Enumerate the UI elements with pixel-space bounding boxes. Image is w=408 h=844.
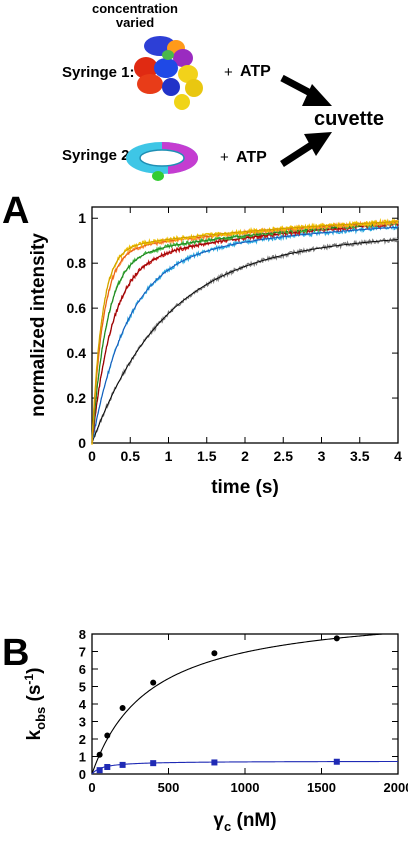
chart-a-y-tick-label: 0.2 (67, 390, 87, 406)
chart-a-fit-3 (91, 223, 399, 444)
chart-b-x-tick-label: 1000 (231, 780, 260, 795)
chart-b-kobs: 0500100015002000012345678γc (nM)kobs (s-… (22, 628, 408, 834)
chart-b-point-1 (333, 635, 340, 642)
chart-a-x-tick-label: 1.5 (197, 448, 217, 464)
chart-b-frame (91, 633, 399, 775)
syringe-1-label: Syringe 1: (62, 64, 135, 81)
plus-sign-1: + (224, 64, 233, 81)
concentration-varied-label: concentration varied (80, 2, 190, 30)
chart-a-trace-4 (91, 219, 399, 444)
chart-a-fit-5 (91, 221, 399, 444)
chart-b-fit-line-1 (91, 633, 398, 775)
concentration-label-line2: varied (115, 15, 155, 30)
chart-a-y-tick-label: 0.8 (67, 255, 87, 271)
chart-b-point-1 (211, 650, 218, 657)
chart-b-y-tick-label: 8 (79, 628, 86, 642)
chart-b-y-tick-label: 5 (79, 680, 86, 695)
chart-a-x-tick-label: 0 (88, 448, 96, 464)
chart-a-x-tick-label: 0.5 (121, 448, 141, 464)
chart-a-x-tick-label: 1 (165, 448, 173, 464)
chart-a-x-tick-label: 2.5 (274, 448, 294, 464)
chart-a-y-tick-label: 0.6 (67, 300, 87, 316)
chart-a-x-axis-label: time (s) (211, 477, 279, 498)
clamp-ring-illustration (126, 142, 199, 181)
panel-a-letter: A (2, 190, 30, 232)
chart-b-y-tick-label: 2 (79, 732, 86, 747)
chart-b-y-tick-label: 4 (79, 697, 87, 712)
arrow-head-1 (302, 84, 332, 106)
chart-b-fit-line-2 (91, 760, 398, 775)
atp-label-1: ATP (240, 63, 271, 80)
chart-b-x-tick-label: 500 (158, 780, 180, 795)
chart-b-point-2 (96, 767, 103, 774)
chart-a-x-tick-label: 3 (318, 448, 326, 464)
chart-b-point-1 (96, 751, 103, 758)
chart-b-point-2 (150, 760, 157, 767)
chart-b-point-2 (333, 758, 340, 765)
chart-b-y-tick-label: 3 (79, 715, 86, 730)
chart-b-x-axis-label: γc (nM) (213, 810, 276, 834)
panel-b-letter: B (2, 632, 30, 674)
syringe-2-label: Syringe 2: (62, 147, 135, 164)
chart-b-point-1 (119, 705, 126, 712)
chart-b-point-2 (104, 764, 111, 770)
arrow-head-2 (304, 132, 332, 156)
atp-label-2: ATP (236, 149, 267, 166)
chart-b-y-tick-label: 7 (79, 645, 86, 660)
chart-a-x-tick-label: 2 (241, 448, 249, 464)
chart-b-x-tick-label: 0 (88, 780, 95, 795)
chart-b-y-tick-label: 0 (79, 767, 86, 782)
chart-b-point-1 (150, 679, 157, 686)
chart-b-x-tick-label: 1500 (307, 780, 336, 795)
chart-a-trace-3 (91, 221, 399, 444)
protein-complex-illustration (134, 36, 203, 110)
chart-a-trace-6 (91, 217, 399, 445)
chart-b-point-2 (211, 759, 218, 766)
chart-b-y-axis-label: kobs (s-1) (22, 668, 48, 741)
chart-a-fit-6 (91, 221, 399, 444)
chart-a-y-tick-label: 0.4 (67, 345, 87, 361)
arrow-2 (280, 139, 318, 167)
chart-a-y-axis-label: normalized intensity (28, 233, 49, 417)
plus-sign-2: + (220, 149, 229, 166)
chart-a-x-tick-label: 4 (394, 448, 402, 464)
chart-b-y-tick-label: 6 (79, 662, 86, 677)
chart-a-fit-4 (91, 222, 399, 444)
chart-b-point-1 (104, 732, 111, 739)
chart-a-x-tick-label: 3.5 (350, 448, 370, 464)
arrows (280, 74, 332, 167)
cuvette-label: cuvette (314, 108, 385, 130)
chart-b-y-tick-label: 1 (79, 750, 86, 765)
chart-a-trace-1 (91, 236, 399, 443)
chart-a-normalized-intensity: 0 0.5 1 1.5 2 2.5 3 3.5 4 0 0.2 0.4 0.6 0.8 1 time (s) n… (28, 206, 402, 498)
chart-b-point-2 (119, 761, 126, 768)
chart-a-fit-2 (91, 226, 399, 444)
chart-a-y-tick-label: 0 (78, 435, 86, 451)
chart-a-trace-5 (91, 219, 399, 445)
concentration-label-line1: concentration (92, 1, 178, 16)
chart-a-y-tick-label: 1 (78, 210, 86, 226)
chart-a-fit-1 (91, 239, 399, 444)
